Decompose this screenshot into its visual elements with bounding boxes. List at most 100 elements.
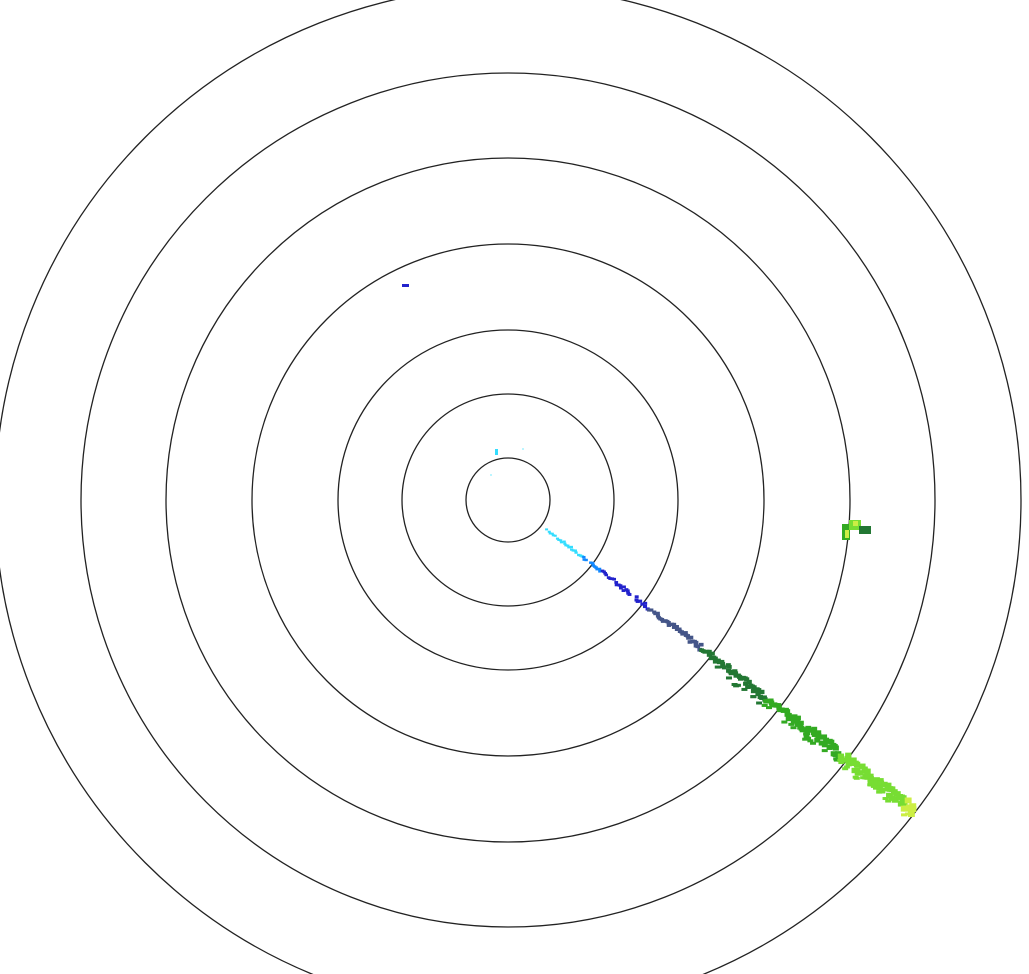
- echo-streak-cell: [666, 623, 672, 627]
- echo-streak-cell: [843, 765, 850, 769]
- echo-streak-cell: [826, 744, 833, 750]
- echo-streak-cell: [814, 737, 821, 743]
- echo-streak-cell: [702, 649, 708, 654]
- echo-streak-cell: [687, 640, 693, 644]
- echo-streak-cell: [721, 665, 727, 670]
- echo-streak-cell: [750, 688, 757, 694]
- echo-streak-cell: [604, 573, 609, 577]
- echo-streak-cell: [566, 544, 570, 547]
- echo-streak-cell: [818, 740, 825, 746]
- echo-streak-cell: [594, 566, 598, 569]
- echo-streak-cell: [567, 546, 571, 549]
- echo-streak-cell: [550, 532, 554, 535]
- echo-streak-cell: [864, 768, 871, 775]
- echo-streak-cell: [569, 545, 573, 549]
- echo-streak-cell: [768, 700, 775, 705]
- echo-streak-cell: [839, 757, 846, 763]
- echo-streak-cell: [756, 701, 763, 705]
- echo-streak-cell: [884, 782, 892, 789]
- echo-streak-cell: [802, 727, 808, 732]
- echo-streak-cell: [733, 671, 739, 676]
- echo-streak-cell: [900, 799, 908, 806]
- echo-streak-cell: [660, 619, 666, 623]
- echo-streak-cell: [621, 589, 626, 592]
- echo-streak-cell: [815, 733, 822, 739]
- echo-streak-cell: [878, 787, 886, 794]
- echo-streak-cell: [679, 630, 684, 634]
- echo-streak-cell: [845, 752, 852, 758]
- echo-streak-cell: [564, 544, 568, 547]
- echo-streak-cell: [745, 684, 751, 689]
- echo-streak-cell: [795, 715, 801, 721]
- echo-streak-cell: [559, 541, 564, 544]
- echo-streak-cell: [693, 640, 699, 645]
- echo-streak-cell: [688, 635, 694, 640]
- echo-streak-cell: [563, 542, 567, 545]
- echo-streak-cell: [746, 679, 752, 685]
- echo-streak-cell: [706, 653, 712, 657]
- echo-streak-cell: [854, 767, 861, 773]
- echo-streak-cell: [655, 611, 660, 615]
- echo-streak-cell: [595, 567, 599, 571]
- echo-streak-cell: [642, 604, 648, 609]
- echo-streak-cell: [761, 703, 768, 707]
- echo-streak-cell: [712, 659, 718, 664]
- echo-streak-cell: [716, 660, 722, 665]
- echo-streak-cell: [649, 608, 654, 612]
- echo-streak-cell: [805, 725, 812, 731]
- echo-streak-cell: [807, 739, 814, 743]
- echo-streak-cell: [608, 577, 612, 580]
- echo-streak-cell: [791, 714, 798, 719]
- echo-streak-cell: [750, 695, 757, 699]
- echo-streak-cell: [828, 739, 835, 745]
- echo-streak-cell: [726, 664, 732, 669]
- echo-streak-cell: [728, 671, 734, 676]
- echo-streak-cell: [743, 681, 749, 686]
- echo-streak-cell: [867, 776, 874, 782]
- echo-streak-cell: [871, 782, 879, 788]
- echo-streak-cell: [612, 577, 617, 581]
- echo-streak-cell: [821, 742, 828, 748]
- echo-streak-cell: [618, 586, 623, 590]
- echo-streak-cell: [635, 599, 640, 603]
- echo-streak-cell: [674, 625, 679, 629]
- echo-streak-cell: [610, 577, 615, 581]
- echo-streak-cell: [598, 570, 602, 573]
- echo-streak-cell: [759, 689, 765, 695]
- echo-speck: [495, 449, 498, 455]
- echo-streak-cell: [714, 665, 721, 669]
- echo-streak-cell: [557, 538, 561, 541]
- echo-streak-cell: [677, 627, 682, 631]
- echo-streak-cell: [859, 763, 866, 769]
- echo-streak-cell: [584, 558, 588, 562]
- echo-streak-cell: [744, 677, 750, 682]
- echo-streak-cell: [545, 528, 549, 531]
- echo-streak-cell: [622, 585, 626, 589]
- echo-streak-cell: [659, 617, 665, 622]
- echo-streak-cell: [666, 621, 671, 625]
- echo-streak-cell: [686, 636, 691, 640]
- range-ring-5: [165, 157, 851, 843]
- echo-streak-cell: [589, 561, 593, 564]
- echo-streak-cell: [562, 540, 566, 543]
- range-ring-3: [337, 329, 679, 671]
- echo-streak-cell: [553, 534, 557, 537]
- echo-streak-cell: [872, 786, 879, 790]
- echo-streak-cell: [547, 530, 551, 533]
- echo-streak-cell: [732, 669, 738, 674]
- echo-streak-cell: [776, 705, 782, 710]
- echo-streak-cell: [804, 730, 811, 736]
- echo-streak-cell: [653, 611, 658, 616]
- echo-streak-cell: [798, 720, 804, 726]
- echo-streak-cell: [786, 712, 792, 718]
- range-ring-6: [80, 72, 936, 928]
- echo-streak-cell: [582, 558, 586, 561]
- echo-streak-cell: [788, 722, 795, 726]
- echo-streak-cell: [671, 625, 677, 629]
- echo-streak-cell: [627, 593, 632, 596]
- echo-streak-cell: [868, 780, 875, 787]
- echo-streak-cell: [719, 659, 725, 664]
- echo-streak-cell: [582, 555, 586, 559]
- echo-streak-cell: [904, 797, 912, 804]
- echo-streak-cell: [856, 770, 863, 776]
